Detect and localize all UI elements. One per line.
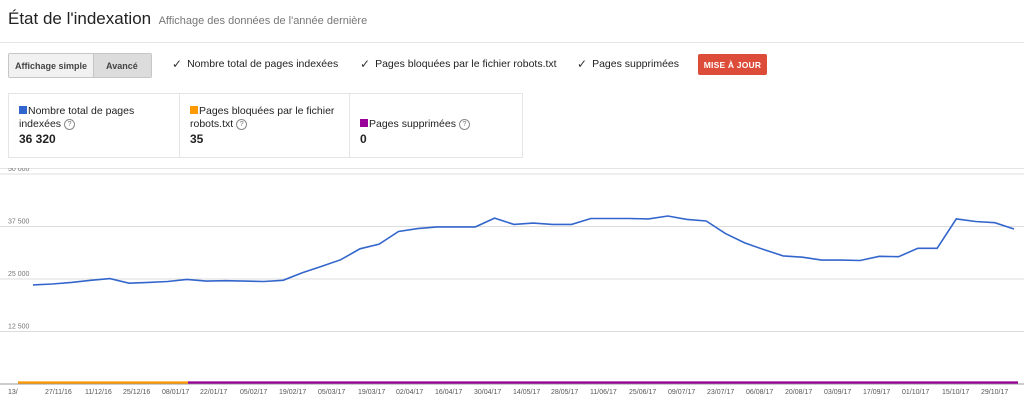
card-label-line1: Pages bloquées par le fichier [199, 105, 335, 117]
x-tick-label: 23/07/17 [707, 389, 734, 396]
card-robots-blocked: Pages bloquées par le fichier robots.txt… [180, 94, 350, 157]
x-tick-label: 06/08/17 [746, 389, 773, 396]
x-tick-label: 17/09/17 [863, 389, 890, 396]
x-tick-label: 13/ [8, 389, 18, 396]
x-tick-label: 11/06/17 [590, 389, 617, 396]
card-label: Pages supprimées? [360, 118, 470, 131]
x-tick-label: 16/04/17 [435, 389, 462, 396]
card-label: Nombre total de pages indexées? [19, 105, 134, 131]
header-divider [0, 42, 1024, 43]
x-tick-label: 05/03/17 [318, 389, 345, 396]
x-tick-label: 08/01/17 [162, 389, 189, 396]
help-icon[interactable]: ? [64, 119, 76, 130]
checkmark-icon: ✓ [577, 57, 588, 71]
checkbox-label: Pages supprimées [592, 58, 680, 70]
x-tick-label: 25/12/16 [123, 389, 150, 396]
index-status-chart: 50 000 37 500 25 000 12 500 13/27/11/16 11/12… [0, 168, 1024, 396]
help-icon[interactable]: ? [458, 119, 470, 130]
x-tick-label: 19/03/17 [358, 389, 385, 396]
x-tick-label: 02/04/17 [396, 389, 423, 396]
chart-top-divider [0, 168, 1024, 169]
card-value: 36 320 [19, 132, 56, 146]
x-tick-label: 11/12/16 [85, 389, 112, 396]
x-tick-label: 20/08/17 [785, 389, 812, 396]
legend-swatch-blue [19, 106, 27, 114]
card-label-line2: indexées [19, 118, 62, 130]
page-subtitle: Affichage des données de l'année dernièr… [158, 15, 368, 27]
checkmark-icon: ✓ [360, 57, 371, 71]
x-tick-label: 28/05/17 [551, 389, 578, 396]
x-tick-label: 09/07/17 [668, 389, 695, 396]
checkbox-label: Nombre total de pages indexées [187, 58, 339, 70]
card-value: 0 [360, 132, 367, 146]
y-tick-label: 50 000 [8, 168, 30, 173]
x-tick-label: 03/09/17 [824, 389, 851, 396]
y-tick-label: 37 500 [8, 219, 30, 226]
checkbox-removed[interactable]: ✓ Pages supprimées [577, 57, 679, 71]
card-removed: Pages supprimées? 0 [350, 94, 522, 157]
card-label-line2: robots.txt [190, 118, 234, 130]
x-tick-label: 22/01/17 [200, 389, 227, 396]
x-tick-label: 05/02/17 [240, 389, 267, 396]
x-tick-label: 29/10/17 [981, 389, 1008, 396]
page-title: État de l'indexation [8, 9, 152, 28]
checkbox-total-indexed[interactable]: ✓ Nombre total de pages indexées [172, 57, 338, 71]
x-tick-label: 15/10/17 [942, 389, 969, 396]
x-tick-label: 27/11/16 [45, 389, 72, 396]
card-label: Pages bloquées par le fichier robots.txt… [190, 105, 334, 131]
x-tick-label: 01/10/17 [902, 389, 929, 396]
update-button[interactable]: MISE À JOUR [698, 54, 767, 75]
y-tick-label: 12 500 [8, 324, 30, 331]
card-label-line1: Nombre total de pages [28, 105, 135, 117]
help-icon[interactable]: ? [236, 119, 248, 130]
checkbox-label: Pages bloquées par le fichier robots.txt [375, 58, 557, 70]
advanced-view-button[interactable]: Avancé [94, 54, 151, 77]
series-line-indexed [32, 215, 1015, 286]
card-label-line1: Pages supprimées [369, 118, 456, 130]
x-tick-label: 14/05/17 [513, 389, 540, 396]
x-tick-label: 19/02/17 [279, 389, 306, 396]
checkbox-robots-blocked[interactable]: ✓ Pages bloquées par le fichier robots.t… [360, 57, 557, 71]
y-tick-label: 25 000 [8, 271, 30, 278]
page-header: État de l'indexation Affichage des donné… [8, 9, 367, 29]
x-tick-label: 25/06/17 [629, 389, 656, 396]
summary-cards: Nombre total de pages indexées? 36 320 P… [8, 93, 523, 158]
card-total-indexed: Nombre total de pages indexées? 36 320 [9, 94, 180, 157]
legend-swatch-orange [190, 106, 198, 114]
view-toggle: Affichage simple Avancé [8, 53, 152, 78]
legend-swatch-purple [360, 119, 368, 127]
x-tick-label: 30/04/17 [474, 389, 501, 396]
card-value: 35 [190, 132, 204, 146]
simple-view-button[interactable]: Affichage simple [9, 54, 95, 77]
checkmark-icon: ✓ [172, 57, 183, 71]
